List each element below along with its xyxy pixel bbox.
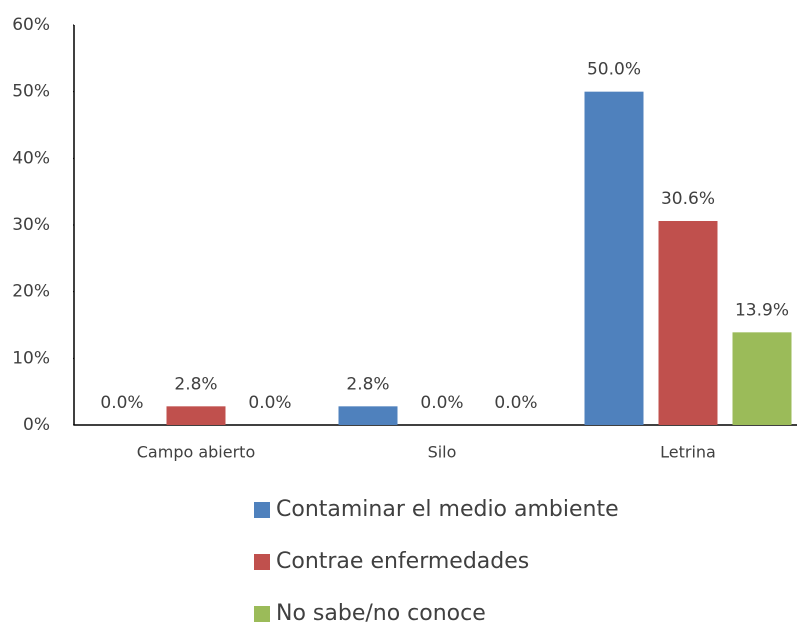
y-tick-label: 30% <box>12 215 50 235</box>
value-label: 2.8% <box>174 374 217 394</box>
value-label: 0.0% <box>494 393 537 413</box>
value-label: 50.0% <box>587 60 641 80</box>
bar <box>658 221 718 425</box>
x-tick-label: Silo <box>428 443 457 462</box>
legend-label: Contaminar el medio ambiente <box>276 497 619 522</box>
value-label: 0.0% <box>420 393 463 413</box>
y-tick-label: 20% <box>12 282 50 302</box>
bar <box>584 91 644 426</box>
legend-label: Contrae enfermedades <box>276 549 529 574</box>
value-label: 0.0% <box>100 393 143 413</box>
value-label: 2.8% <box>346 374 389 394</box>
y-tick-label: 50% <box>12 82 50 102</box>
legend-label: No sabe/no conoce <box>276 601 486 623</box>
bar <box>166 406 226 425</box>
x-tick-label: Campo abierto <box>137 443 255 462</box>
y-tick-label: 10% <box>12 348 50 368</box>
bar <box>338 406 398 425</box>
y-tick-label: 60% <box>12 15 50 35</box>
value-label: 30.6% <box>661 189 715 209</box>
y-tick-label: 40% <box>12 148 50 168</box>
x-tick-label: Letrina <box>660 443 716 462</box>
value-label: 0.0% <box>248 393 291 413</box>
legend-swatch <box>254 554 270 570</box>
bar <box>732 332 792 425</box>
legend-swatch <box>254 606 270 622</box>
value-label: 13.9% <box>735 300 789 320</box>
y-tick-label: 0% <box>23 415 50 435</box>
legend-swatch <box>254 502 270 518</box>
